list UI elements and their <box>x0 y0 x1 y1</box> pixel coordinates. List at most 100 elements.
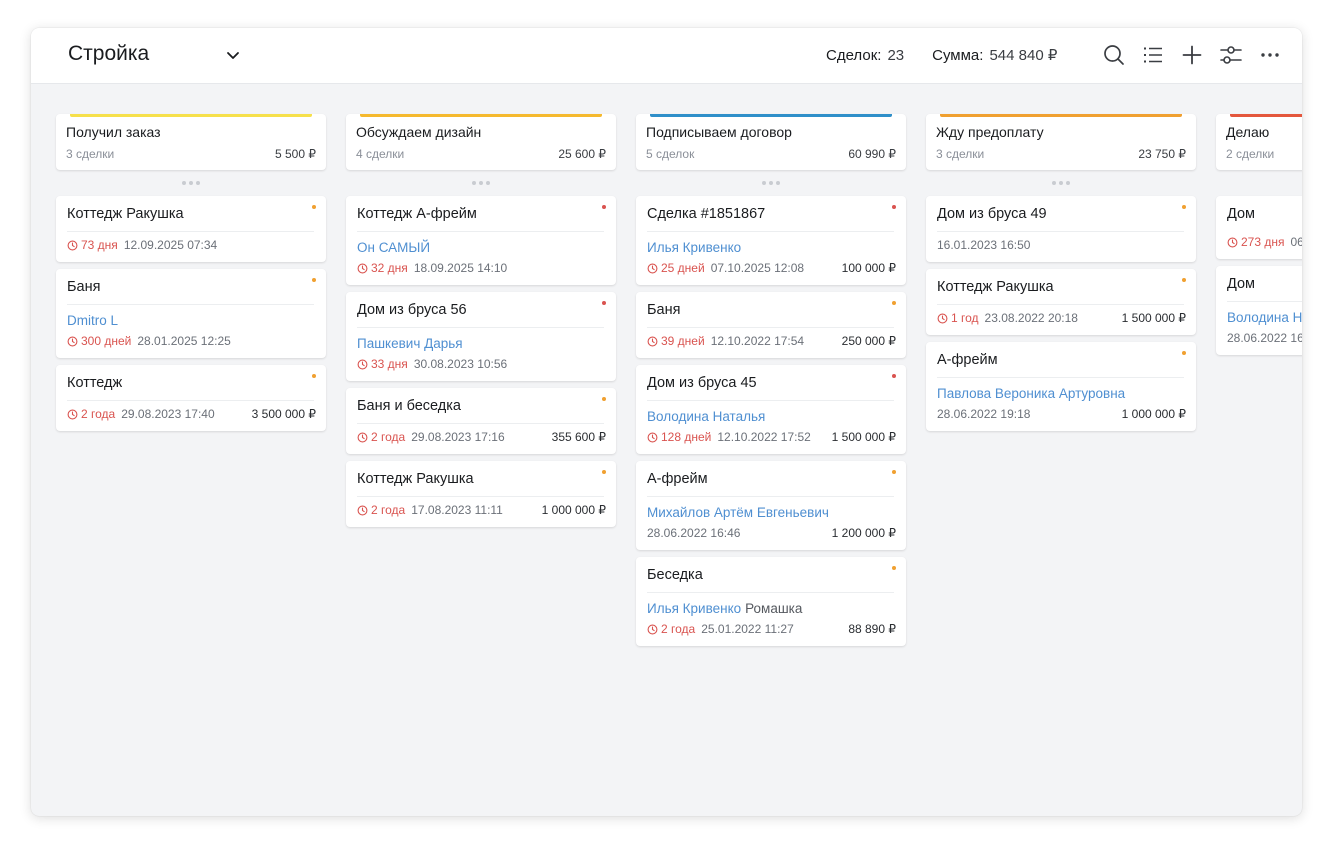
deal-date: 12.09.2025 07:34 <box>123 238 218 252</box>
deal-card[interactable]: Дом 273 дня 06 <box>1216 196 1302 259</box>
deal-title: Дом из бруса 56 <box>357 301 604 328</box>
deal-contact[interactable]: Володина Н <box>1227 310 1302 325</box>
deal-card[interactable]: Баня Dmitro L 300 дней 28.01.2025 12:25 <box>56 269 326 358</box>
deal-card[interactable]: Коттедж 2 года 29.08.2023 17:40 3 500 000 ₽ <box>56 365 326 431</box>
column-more-dots-icon[interactable] <box>346 170 616 196</box>
column-more-dots-icon[interactable] <box>56 170 326 196</box>
kanban-board: Получил заказ 3 сделки 5 500 ₽ Коттедж Раку… <box>31 84 1302 816</box>
deal-date: 23.08.2022 20:18 <box>984 311 1078 325</box>
deal-card[interactable]: Коттедж Ракушка 1 год 23.08.2022 20:18 1 50… <box>926 269 1196 335</box>
deal-title: Сделка #1851867 <box>647 205 894 232</box>
deal-amount: 1 500 000 ₽ <box>1121 311 1186 325</box>
deal-contact[interactable]: Михайлов Артём Евгеньевич <box>647 505 896 520</box>
deal-title: Коттедж Ракушка <box>937 278 1184 305</box>
deal-card[interactable]: А-фрейм Павлова Вероника Артуровна 28.06.2… <box>926 342 1196 431</box>
contact-name[interactable]: Павлова Вероника Артуровна <box>937 386 1126 401</box>
column-more-dots-icon[interactable] <box>926 170 1196 196</box>
deal-contact[interactable]: Dmitro L <box>67 313 316 328</box>
priority-dot-icon <box>1182 351 1186 355</box>
clock-icon <box>67 336 81 347</box>
column-header[interactable]: Жду предоплату 3 сделки 23 750 ₽ <box>926 114 1196 170</box>
deal-age-text: 39 дней <box>661 334 705 348</box>
priority-dot-icon <box>312 374 316 378</box>
column-title: Обсуждаем дизайн <box>356 124 482 140</box>
contact-name[interactable]: Володина Наталья <box>647 409 766 424</box>
deal-title: Коттедж Ракушка <box>357 470 604 497</box>
pipeline-column: Жду предоплату 3 сделки 23 750 ₽ Дом из бру… <box>926 114 1196 438</box>
deal-card[interactable]: Дом Володина Н 28.06.2022 16 <box>1216 266 1302 355</box>
deal-amount: 1 500 000 ₽ <box>831 430 896 444</box>
deal-title: Дом из бруса 45 <box>647 374 894 401</box>
pipeline-stats: Сделок: 23 Сумма: 544 840 ₽ <box>826 46 1057 64</box>
priority-dot-icon <box>892 470 896 474</box>
column-header[interactable]: Подписываем договор 5 сделок 60 990 ₽ <box>636 114 906 170</box>
contact-name[interactable]: Илья Кривенко <box>647 601 742 616</box>
column-title: Делаю <box>1226 124 1270 140</box>
deal-meta: 28.06.2022 16:46 1 200 000 ₽ <box>647 526 896 540</box>
column-header[interactable]: Делаю 2 сделки <box>1216 114 1302 170</box>
deal-age-text: 32 дня <box>371 261 408 275</box>
column-more-dots-icon[interactable] <box>636 170 906 196</box>
deal-contact[interactable]: Павлова Вероника Артуровна <box>937 386 1186 401</box>
contact-name[interactable]: Dmitro L <box>67 313 119 328</box>
deal-meta: 1 год 23.08.2022 20:18 1 500 000 ₽ <box>937 311 1186 325</box>
deal-card[interactable]: Баня и беседка 2 года 29.08.2023 17:16 355 … <box>346 388 616 454</box>
deal-card[interactable]: Коттедж Ракушка 73 дня 12.09.2025 07:34 <box>56 196 326 262</box>
deal-card[interactable]: Дом из бруса 49 16.01.2023 16:50 <box>926 196 1196 262</box>
filter-settings-icon[interactable] <box>1218 42 1244 68</box>
contact-name[interactable]: Михайлов Артём Евгеньевич <box>647 505 829 520</box>
stage-color-bar <box>360 114 602 117</box>
deal-card[interactable]: Сделка #1851867 Илья Кривенко 25 дней 07.10… <box>636 196 906 285</box>
deal-date: 07.10.2025 12:08 <box>710 261 805 275</box>
clock-icon <box>647 624 661 635</box>
add-plus-icon[interactable] <box>1179 42 1205 68</box>
column-header[interactable]: Обсуждаем дизайн 4 сделки 25 600 ₽ <box>346 114 616 170</box>
deal-card[interactable]: А-фрейм Михайлов Артём Евгеньевич 28.06.20… <box>636 461 906 550</box>
priority-dot-icon <box>892 374 896 378</box>
list-view-icon[interactable] <box>1140 42 1166 68</box>
priority-dot-icon <box>892 205 896 209</box>
deal-date: 12.10.2022 17:52 <box>717 430 811 444</box>
column-header[interactable]: Получил заказ 3 сделки 5 500 ₽ <box>56 114 326 170</box>
deal-card[interactable]: Баня 39 дней 12.10.2022 17:54 250 000 ₽ <box>636 292 906 358</box>
deal-card[interactable]: Коттедж А-фрейм Он САМЫЙ 32 дня 18.09.2025 … <box>346 196 616 285</box>
column-deal-count: 4 сделки <box>356 147 405 161</box>
deal-age: 128 дней <box>647 430 711 444</box>
deal-title: Дом <box>1227 275 1302 302</box>
pipeline-dropdown-chevron-down-icon[interactable] <box>222 44 244 66</box>
deal-contact[interactable]: Илья Кривенко <box>647 240 896 255</box>
deal-date: 17.08.2023 11:11 <box>411 503 503 517</box>
company-name: Ромашка <box>745 601 803 616</box>
sum-value: 544 840 ₽ <box>989 47 1058 64</box>
deal-meta: 16.01.2023 16:50 <box>937 238 1186 252</box>
deal-card[interactable]: Дом из бруса 56 Пашкевич Дарья 33 дня 30.08… <box>346 292 616 381</box>
priority-dot-icon <box>892 301 896 305</box>
deal-contact[interactable]: Илья Кривенко Ромашка <box>647 601 896 616</box>
column-deal-count: 2 сделки <box>1226 147 1275 161</box>
deal-age: 2 года <box>67 407 115 421</box>
sum-label: Сумма: <box>932 47 984 64</box>
deal-age-text: 128 дней <box>661 430 712 444</box>
deal-amount: 1 000 000 ₽ <box>1121 407 1186 421</box>
deal-age-text: 25 дней <box>661 261 705 275</box>
contact-name[interactable]: Пашкевич Дарья <box>357 336 463 351</box>
column-more-dots-icon[interactable] <box>1216 170 1302 196</box>
clock-icon <box>357 505 371 516</box>
deal-age: 32 дня <box>357 261 408 275</box>
deal-card[interactable]: Беседка Илья Кривенко Ромашка 2 года 25.01.2… <box>636 557 906 646</box>
deal-contact[interactable]: Пашкевич Дарья <box>357 336 606 351</box>
contact-name[interactable]: Илья Кривенко <box>647 240 742 255</box>
deal-date: 29.08.2023 17:16 <box>411 430 505 444</box>
deal-title: Дом <box>1227 206 1256 222</box>
contact-name[interactable]: Володина Н <box>1227 310 1302 325</box>
search-icon[interactable] <box>1101 42 1127 68</box>
deal-card[interactable]: Коттедж Ракушка 2 года 17.08.2023 11:11 1 0… <box>346 461 616 527</box>
deal-contact[interactable]: Володина Наталья <box>647 409 896 424</box>
contact-name[interactable]: Он САМЫЙ <box>357 240 431 255</box>
deal-meta: 2 года 17.08.2023 11:11 1 000 000 ₽ <box>357 503 606 517</box>
deal-card[interactable]: Дом из бруса 45 Володина Наталья 128 дней 1… <box>636 365 906 454</box>
deal-date: 18.09.2025 14:10 <box>413 261 508 275</box>
clock-icon <box>647 263 661 274</box>
more-options-icon[interactable] <box>1257 42 1283 68</box>
deal-contact[interactable]: Он САМЫЙ <box>357 240 606 255</box>
